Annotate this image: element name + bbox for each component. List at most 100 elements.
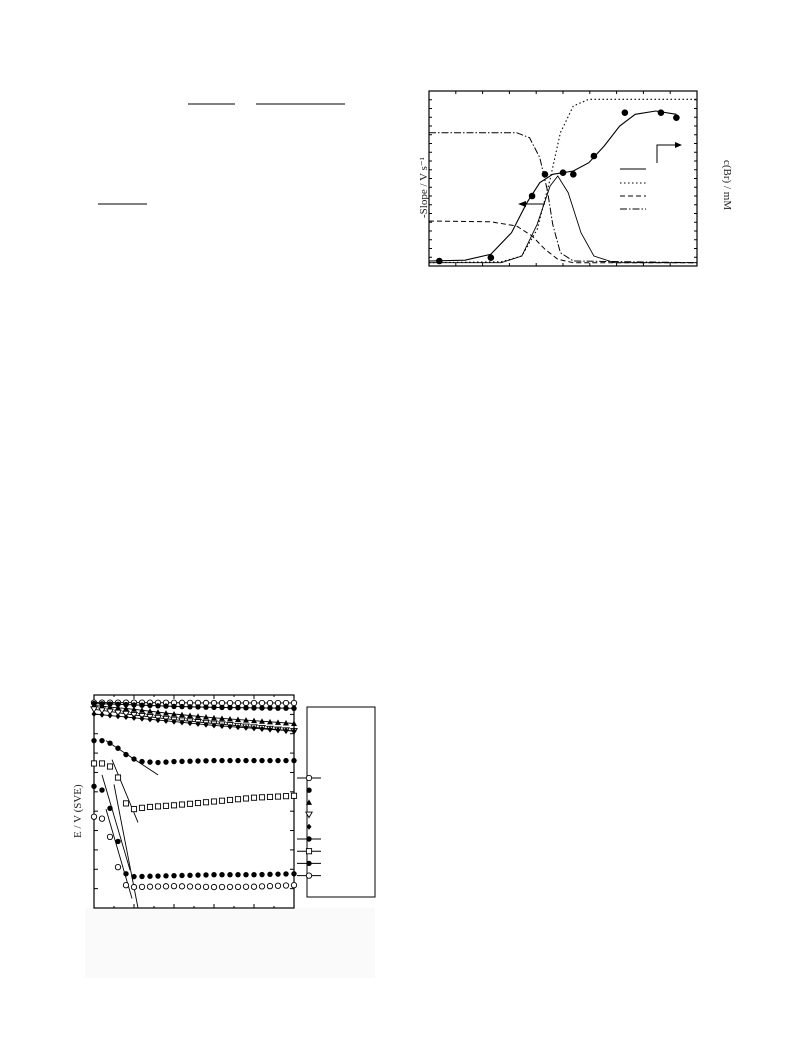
fig2-data-point: [218, 797, 226, 804]
fig2-data-point: [178, 883, 186, 890]
fig2-data-point: [131, 706, 137, 712]
fig2-data-point: [194, 883, 202, 890]
fig2-data-point: [275, 719, 281, 725]
fig2-data-point: [219, 757, 225, 764]
fig2-data-point: [187, 872, 193, 878]
fig2-data-point: [267, 718, 273, 725]
fig2-data-point: [131, 756, 137, 762]
fig2-legend-marker: [306, 860, 312, 867]
fig2-data-point: [203, 704, 209, 710]
fig2-data-point: [107, 712, 113, 719]
fig2-data-point: [122, 800, 130, 807]
fig2-data-point: [195, 720, 201, 727]
fig2-data-point: [242, 795, 250, 802]
fig2-data-point: [266, 882, 274, 890]
fig2-data-point: [163, 759, 169, 765]
fig2-data-point: [98, 707, 106, 715]
fig2-data-point: [179, 711, 185, 718]
fig1-data-point: [487, 254, 495, 261]
fig2-data-point: [227, 872, 233, 878]
fig2-data-point: [123, 871, 129, 877]
fig2-data-point: [91, 711, 97, 718]
fig2-data-point: [115, 713, 121, 720]
fig2-data-point: [195, 704, 201, 710]
fig2-data-point: [90, 760, 98, 767]
fig2-data-point: [162, 802, 170, 809]
fig2-data-point: [131, 873, 137, 880]
fig2-data-point: [283, 705, 289, 711]
fig2-data-point: [154, 883, 162, 890]
fig2-data-point: [163, 703, 169, 709]
fig2-data-point: [250, 883, 258, 890]
fig2-data-point: [122, 882, 130, 889]
fig1-plot: [428, 90, 698, 267]
fig2-data-point: [235, 724, 241, 731]
fig2-data-point: [219, 872, 225, 878]
fig2-data-point: [243, 705, 249, 711]
fig2-data-point: [147, 873, 153, 879]
fig2-data-point: [258, 794, 266, 801]
fig2-data-point: [211, 722, 217, 729]
fig2-data-point: [203, 721, 209, 728]
fig2-data-point: [291, 871, 297, 877]
fig2-legend-marker: [306, 836, 312, 842]
fig2-data-point: [227, 715, 233, 722]
fig2-data-point: [275, 757, 281, 764]
fig2-data-point: [235, 757, 241, 764]
fig2-data-point: [99, 703, 105, 709]
fig2-legend-marker: [305, 872, 313, 879]
fig2-data-point: [179, 719, 185, 726]
fig2-data-point: [211, 757, 217, 764]
fig2-data-point: [98, 815, 106, 822]
fig2-data-point: [219, 704, 225, 711]
fig2-data-point: [138, 883, 146, 891]
fig2-data-point: [267, 726, 273, 733]
fig2-data-point: [274, 793, 282, 800]
fig2-data-point: [107, 703, 113, 710]
fig1-data-point: [570, 171, 577, 178]
fig2-data-point: [114, 709, 122, 717]
fig2-data-point: [251, 872, 257, 878]
fig2-data-point: [179, 758, 185, 765]
fig2-data-point: [146, 803, 154, 810]
fig2-data-point: [178, 801, 186, 808]
fig2-data-point: [234, 796, 242, 803]
fig1-data-point: [657, 109, 665, 116]
fig2-data-point: [155, 703, 161, 709]
fig2-data-point: [163, 873, 169, 879]
fig2-data-point: [234, 699, 242, 707]
fig2-data-point: [162, 883, 170, 890]
fig2-data-point: [211, 714, 217, 721]
fig2-data-point: [259, 725, 265, 732]
fig2-data-point: [114, 774, 122, 781]
fig2-data-point: [171, 711, 177, 717]
fig1-data-point: [541, 171, 549, 178]
fig2-data-point: [282, 882, 290, 889]
fig2-data-point: [106, 763, 114, 770]
fig2-data-point: [155, 709, 161, 715]
fig2-data-point: [90, 706, 98, 714]
fig2-legend-marker: [306, 787, 312, 793]
fig2-data-point: [210, 798, 218, 805]
fig2-data-point: [211, 704, 217, 711]
fig2-data-point: [170, 802, 178, 809]
fig2-data-point: [187, 758, 193, 764]
fig2-data-point: [130, 806, 138, 813]
fig2-data-point: [235, 872, 241, 878]
fig2-legend-marker: [305, 811, 313, 819]
fig2-data-point: [139, 707, 145, 713]
fig2-data-point: [171, 872, 177, 879]
fig2-data-point: [250, 794, 258, 801]
fig2-data-point: [283, 719, 289, 726]
fig2-data-point: [195, 758, 201, 764]
fig2-data-point: [123, 714, 129, 721]
fig2-data-point: [146, 883, 154, 890]
fig2-data-point: [235, 716, 241, 723]
fig2-data-point: [266, 793, 274, 800]
fig2-data-point: [147, 716, 153, 723]
fig2-data-point: [139, 715, 145, 722]
fig2-data-point: [227, 723, 233, 730]
fig2-data-point: [275, 726, 281, 733]
fig2-data-point: [107, 740, 113, 746]
fig2-data-point: [290, 882, 298, 889]
